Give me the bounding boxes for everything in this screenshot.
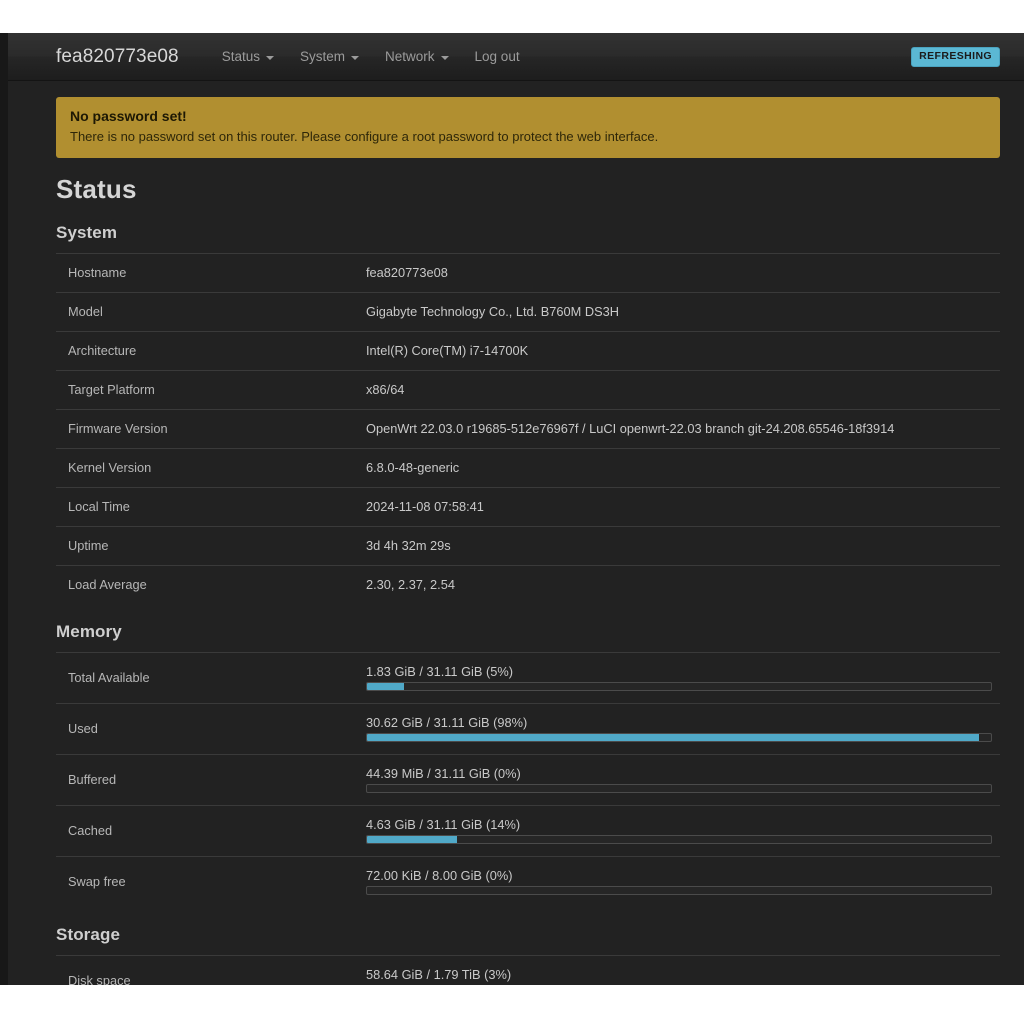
system-row-key: Local Time xyxy=(68,499,130,515)
menu-item-system[interactable]: System xyxy=(287,43,372,70)
table-row: Load Average 2.30, 2.37, 2.54 xyxy=(56,564,1000,604)
storage-row-gauge-label: 58.64 GiB / 1.79 TiB (3%) xyxy=(366,966,512,982)
memory-row-key: Buffered xyxy=(68,772,117,788)
storage-row-gauge: 58.64 GiB / 1.79 TiB (3%) xyxy=(366,967,1000,985)
memory-row-key: Swap free xyxy=(68,874,126,890)
page-title: Status xyxy=(56,173,137,204)
system-info-table: Hostname fea820773e08 Model Gigabyte Techno… xyxy=(56,252,1000,604)
luci-page: fea820773e08 Status System Network Log o… xyxy=(8,33,1024,985)
storage-table: Disk space 58.64 GiB / 1.79 TiB (3%) xyxy=(56,954,1000,985)
system-row-value: 3d 4h 32m 29s xyxy=(366,538,451,554)
table-row: Uptime 3d 4h 32m 29s xyxy=(56,525,1000,565)
system-row-value: 2.30, 2.37, 2.54 xyxy=(366,577,455,593)
system-row-value: 6.8.0-48-generic xyxy=(366,460,460,476)
memory-row-gauge: 30.62 GiB / 31.11 GiB (98%) xyxy=(366,714,1000,743)
table-row: Local Time 2024-11-08 07:58:41 xyxy=(56,486,1000,526)
table-row: Target Platform x86/64 xyxy=(56,369,1000,409)
system-row-value: fea820773e08 xyxy=(366,265,448,281)
system-row-key: Architecture xyxy=(68,343,137,359)
section-title-memory: Memory xyxy=(56,621,122,641)
memory-row-gauge-label: 1.83 GiB / 31.11 GiB (5%) xyxy=(366,663,513,679)
memory-row-progress-fill xyxy=(367,734,979,742)
memory-row-progress-bar xyxy=(366,835,992,845)
memory-row-gauge: 4.63 GiB / 31.11 GiB (14%) xyxy=(366,816,1000,845)
table-row: Architecture Intel(R) Core(TM) i7-14700K xyxy=(56,330,1000,370)
section-title-storage: Storage xyxy=(56,924,120,944)
browser-viewport: fea820773e08 Status System Network Log o… xyxy=(0,33,1024,985)
table-row: Disk space 58.64 GiB / 1.79 TiB (3%) xyxy=(56,954,1000,985)
memory-row-gauge: 1.83 GiB / 31.11 GiB (5%) xyxy=(366,663,1000,692)
chevron-down-icon xyxy=(351,55,360,60)
memory-row-gauge-label: 4.63 GiB / 31.11 GiB (14%) xyxy=(366,816,521,832)
memory-row-gauge-label: 30.62 GiB / 31.11 GiB (98%) xyxy=(366,714,528,730)
system-row-key: Kernel Version xyxy=(68,460,152,476)
table-row: Total Available 1.83 GiB / 31.11 GiB (5%) xyxy=(56,651,1000,703)
menu-item-logout-label: Log out xyxy=(474,49,520,64)
memory-row-key: Used xyxy=(68,721,98,737)
system-row-key: Model xyxy=(68,304,103,320)
page-left-gutter xyxy=(0,33,8,985)
memory-row-gauge: 44.39 MiB / 31.11 GiB (0%) xyxy=(366,765,1000,794)
memory-row-key: Cached xyxy=(68,823,113,839)
table-row: Hostname fea820773e08 xyxy=(56,252,1000,292)
menu-item-network[interactable]: Network xyxy=(372,43,462,70)
system-row-key: Load Average xyxy=(68,577,147,593)
memory-row-progress-fill xyxy=(367,683,405,691)
system-row-key: Hostname xyxy=(68,265,127,281)
table-row: Buffered 44.39 MiB / 31.11 GiB (0%) xyxy=(56,753,1000,805)
storage-row-key: Disk space xyxy=(68,973,131,985)
memory-row-key: Total Available xyxy=(68,670,150,686)
memory-row-gauge-label: 44.39 MiB / 31.11 GiB (0%) xyxy=(366,765,521,781)
brand-hostname[interactable]: fea820773e08 xyxy=(56,45,179,67)
system-row-key: Uptime xyxy=(68,538,109,554)
no-password-alert: No password set! There is no password se… xyxy=(56,97,1000,158)
page-content: No password set! There is no password se… xyxy=(8,97,1024,985)
table-row: Model Gigabyte Technology Co., Ltd. B760M… xyxy=(56,291,1000,331)
table-row: Firmware Version OpenWrt 22.03.0 r19685-5… xyxy=(56,408,1000,448)
system-row-value: Intel(R) Core(TM) i7-14700K xyxy=(366,343,529,359)
memory-row-progress-bar xyxy=(366,886,992,896)
top-navbar: fea820773e08 Status System Network Log o… xyxy=(8,33,1024,81)
table-row: Used 30.62 GiB / 31.11 GiB (98%) xyxy=(56,702,1000,754)
alert-body: There is no password set on this router.… xyxy=(70,129,659,144)
chevron-down-icon xyxy=(266,55,274,60)
system-row-value: 2024-11-08 07:58:41 xyxy=(366,499,484,515)
table-row: Cached 4.63 GiB / 31.11 GiB (14%) xyxy=(56,804,1000,856)
memory-row-gauge: 72.00 KiB / 8.00 GiB (0%) xyxy=(366,867,1000,896)
memory-row-progress-fill xyxy=(367,836,458,844)
alert-title: No password set! xyxy=(70,108,187,124)
menu-item-logout[interactable]: Log out xyxy=(462,43,533,70)
main-menu: Status System Network Log out xyxy=(209,43,533,70)
refreshing-badge[interactable]: REFRESHING xyxy=(911,47,1000,67)
system-row-key: Firmware Version xyxy=(68,421,168,437)
menu-item-network-label: Network xyxy=(385,49,435,64)
system-row-value: OpenWrt 22.03.0 r19685-512e76967f / LuCI… xyxy=(366,421,895,437)
table-row: Swap free 72.00 KiB / 8.00 GiB (0%) xyxy=(56,855,1000,907)
memory-row-progress-bar xyxy=(366,733,992,743)
system-row-key: Target Platform xyxy=(68,382,155,398)
memory-table: Total Available 1.83 GiB / 31.11 GiB (5%)… xyxy=(56,651,1000,907)
system-row-value: x86/64 xyxy=(366,382,405,398)
memory-row-progress-bar xyxy=(366,784,992,794)
section-title-system: System xyxy=(56,222,118,242)
memory-row-progress-bar xyxy=(366,682,992,692)
table-row: Kernel Version 6.8.0-48-generic xyxy=(56,447,1000,487)
menu-item-status[interactable]: Status xyxy=(209,43,287,70)
menu-item-status-label: Status xyxy=(221,49,260,64)
menu-item-system-label: System xyxy=(300,49,346,64)
memory-row-gauge-label: 72.00 KiB / 8.00 GiB (0%) xyxy=(366,867,513,883)
chevron-down-icon xyxy=(440,55,449,60)
system-row-value: Gigabyte Technology Co., Ltd. B760M DS3H xyxy=(366,304,620,320)
